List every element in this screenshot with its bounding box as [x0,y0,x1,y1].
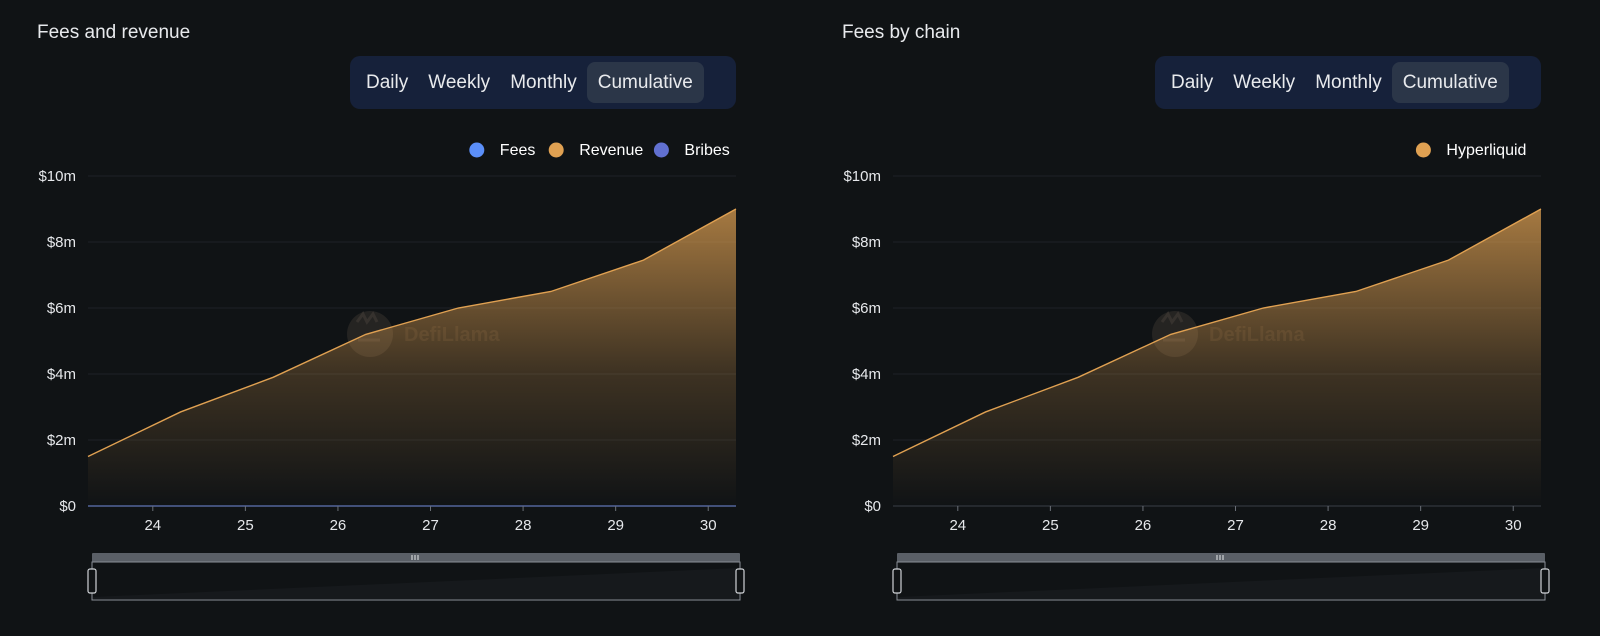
x-tick-label: 29 [1412,517,1429,534]
zoom-slider-bar [92,553,740,562]
y-tick-label: $4m [852,366,881,383]
x-tick-label: 26 [330,517,347,534]
legend-swatch-revenue [548,142,564,158]
panel-title: Fees and revenue [37,22,191,43]
y-tick-label: $6m [852,300,881,317]
fees-revenue-chart: $0$2m$4m$6m$8m$10mDefiLlama2425262728293… [38,142,745,601]
fees-by-chain-chart: $0$2m$4m$6m$8m$10mDefiLlama2425262728293… [843,142,1550,601]
x-tick-label: 25 [1042,517,1059,534]
tab-cumulative[interactable]: Cumulative [1391,62,1509,103]
y-tick-label: $2m [852,432,881,449]
zoom-handle-right[interactable] [735,568,745,594]
y-tick-label: $10m [843,168,881,185]
y-tick-label: $6m [47,300,76,317]
x-tick-label: 25 [237,517,254,534]
series-area-revenue [88,209,736,506]
zoom-handle-left[interactable] [87,568,97,594]
legend-label-bribes: Bribes [684,142,729,159]
y-tick-label: $4m [47,366,76,383]
x-tick-label: 28 [1320,517,1337,534]
series-line-hyperliquid [892,208,1542,458]
zoom-slider-bar [897,553,1545,562]
x-tick-label: 28 [515,517,532,534]
legend-swatch-bribes [653,142,669,158]
period-tabs: Daily Weekly Monthly Cumulative [350,56,736,109]
zoom-handle-left[interactable] [892,568,902,594]
x-tick-label: 24 [949,517,966,534]
y-tick-label: $8m [47,234,76,251]
legend-swatch-fees [469,142,485,158]
legend-label-revenue: Revenue [579,142,643,159]
zoom-slider [87,553,745,601]
legend-label-hyperliquid: Hyperliquid [1446,142,1526,159]
tab-weekly[interactable]: Weekly [428,71,491,93]
tab-monthly[interactable]: Monthly [1315,71,1382,93]
series-line-revenue [87,208,737,458]
tab-cumulative[interactable]: Cumulative [586,62,704,103]
x-tick-label: 27 [422,517,439,534]
fees-and-revenue-panel: Fees and revenue Daily Weekly Monthly Cu… [0,0,790,636]
x-tick-label: 29 [607,517,624,534]
y-tick-label: $0 [864,498,881,515]
legend-label-fees: Fees [500,142,536,159]
x-tick-label: 27 [1227,517,1244,534]
x-tick-label: 26 [1135,517,1152,534]
tab-weekly[interactable]: Weekly [1233,71,1296,93]
y-tick-label: $2m [47,432,76,449]
period-tabs: Daily Weekly Monthly Cumulative [1155,56,1541,109]
series-area-hyperliquid [893,209,1541,506]
x-tick-label: 30 [1505,517,1522,534]
zoom-slider-preview [93,568,739,599]
y-tick-label: $10m [38,168,76,185]
zoom-slider-preview [898,568,1544,599]
x-tick-label: 30 [700,517,717,534]
tab-monthly[interactable]: Monthly [510,71,577,93]
zoom-handle-right[interactable] [1540,568,1550,594]
panel-title: Fees by chain [842,22,961,43]
tab-daily[interactable]: Daily [1171,71,1214,93]
zoom-slider [892,553,1550,601]
legend-swatch-hyperliquid [1415,142,1431,158]
fees-by-chain-panel: Fees by chain Daily Weekly Monthly Cumul… [805,0,1595,636]
y-tick-label: $0 [59,498,76,515]
tab-daily[interactable]: Daily [366,71,409,93]
y-tick-label: $8m [852,234,881,251]
x-tick-label: 24 [144,517,161,534]
